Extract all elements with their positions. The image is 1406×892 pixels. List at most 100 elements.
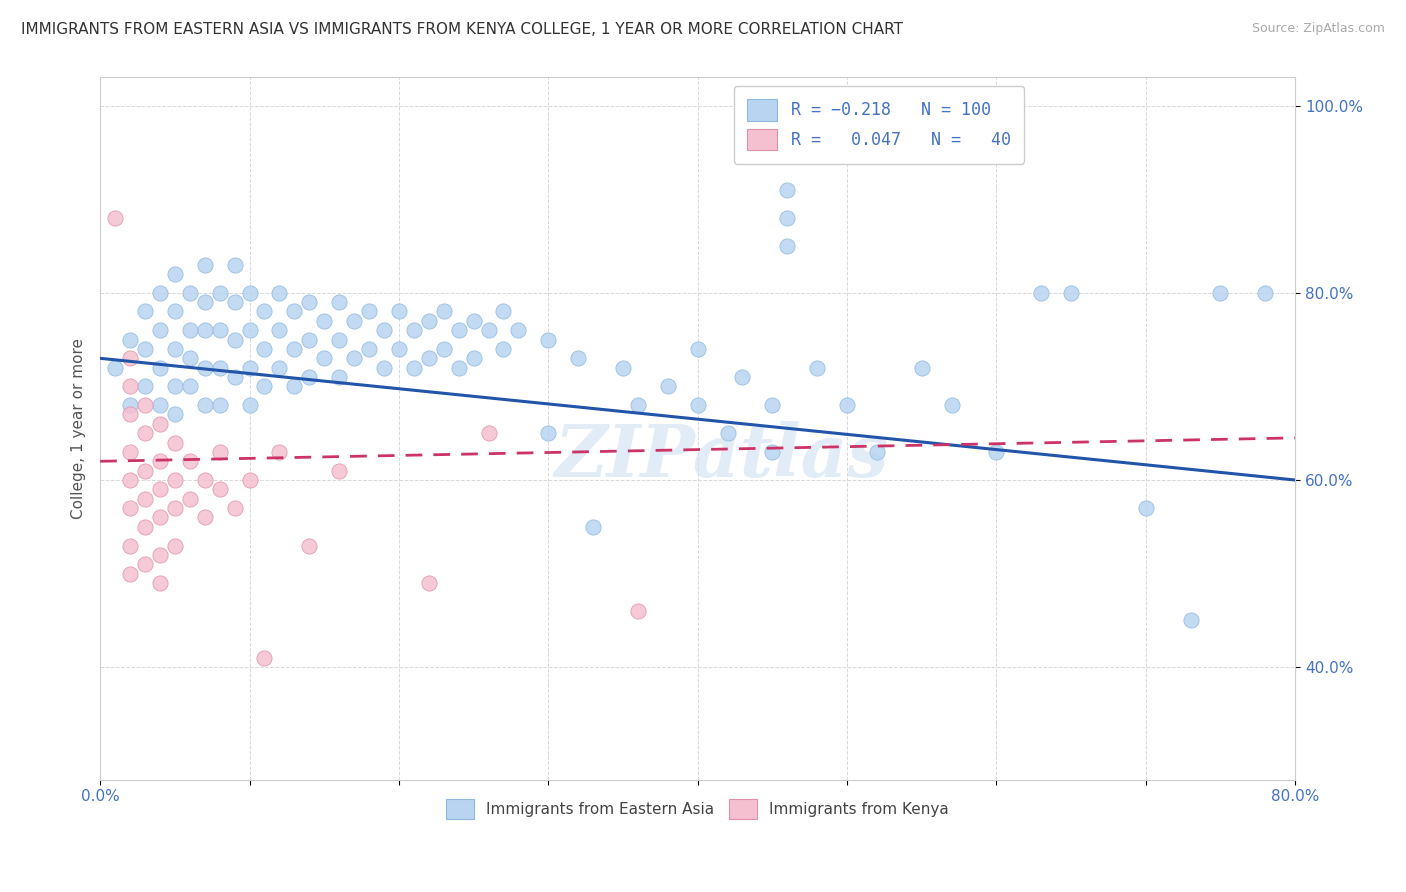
- Point: [134, 558, 156, 572]
- Y-axis label: College, 1 year or more: College, 1 year or more: [72, 338, 86, 519]
- Point: [179, 491, 201, 506]
- Point: [1060, 285, 1083, 300]
- Point: [118, 333, 141, 347]
- Point: [776, 211, 799, 225]
- Point: [238, 360, 260, 375]
- Point: [776, 183, 799, 197]
- Point: [208, 360, 231, 375]
- Legend: Immigrants from Eastern Asia, Immigrants from Kenya: Immigrants from Eastern Asia, Immigrants…: [440, 793, 955, 824]
- Point: [357, 304, 380, 318]
- Point: [224, 333, 246, 347]
- Point: [463, 314, 485, 328]
- Point: [582, 520, 605, 534]
- Point: [224, 258, 246, 272]
- Point: [477, 323, 499, 337]
- Point: [163, 473, 186, 487]
- Point: [194, 258, 217, 272]
- Point: [492, 304, 515, 318]
- Point: [194, 473, 217, 487]
- Point: [941, 398, 963, 412]
- Point: [492, 342, 515, 356]
- Point: [134, 520, 156, 534]
- Point: [314, 351, 336, 366]
- Point: [238, 323, 260, 337]
- Point: [194, 323, 217, 337]
- Point: [118, 445, 141, 459]
- Point: [118, 473, 141, 487]
- Point: [118, 379, 141, 393]
- Point: [118, 566, 141, 581]
- Point: [1135, 501, 1157, 516]
- Point: [194, 360, 217, 375]
- Point: [283, 342, 305, 356]
- Point: [269, 323, 291, 337]
- Point: [269, 285, 291, 300]
- Point: [269, 360, 291, 375]
- Text: IMMIGRANTS FROM EASTERN ASIA VS IMMIGRANTS FROM KENYA COLLEGE, 1 YEAR OR MORE CO: IMMIGRANTS FROM EASTERN ASIA VS IMMIGRAN…: [21, 22, 903, 37]
- Point: [463, 351, 485, 366]
- Point: [911, 360, 934, 375]
- Point: [373, 323, 395, 337]
- Point: [343, 351, 366, 366]
- Point: [149, 483, 172, 497]
- Point: [761, 398, 783, 412]
- Point: [612, 360, 634, 375]
- Point: [149, 417, 172, 431]
- Point: [149, 548, 172, 562]
- Point: [179, 323, 201, 337]
- Point: [283, 379, 305, 393]
- Point: [208, 323, 231, 337]
- Point: [418, 314, 440, 328]
- Point: [776, 239, 799, 253]
- Point: [194, 510, 217, 524]
- Point: [761, 445, 783, 459]
- Point: [149, 398, 172, 412]
- Point: [686, 398, 709, 412]
- Point: [477, 426, 499, 441]
- Point: [508, 323, 530, 337]
- Point: [238, 285, 260, 300]
- Point: [163, 379, 186, 393]
- Point: [402, 360, 425, 375]
- Point: [447, 323, 470, 337]
- Point: [118, 408, 141, 422]
- Point: [1254, 285, 1277, 300]
- Point: [418, 351, 440, 366]
- Point: [134, 491, 156, 506]
- Point: [134, 304, 156, 318]
- Point: [253, 379, 276, 393]
- Point: [179, 351, 201, 366]
- Point: [1180, 614, 1202, 628]
- Point: [208, 285, 231, 300]
- Point: [149, 454, 172, 468]
- Point: [433, 342, 456, 356]
- Point: [208, 483, 231, 497]
- Point: [118, 539, 141, 553]
- Point: [627, 398, 650, 412]
- Point: [866, 445, 889, 459]
- Point: [134, 342, 156, 356]
- Point: [328, 370, 350, 384]
- Point: [537, 426, 560, 441]
- Point: [253, 304, 276, 318]
- Point: [163, 408, 186, 422]
- Point: [806, 360, 828, 375]
- Point: [179, 454, 201, 468]
- Point: [283, 304, 305, 318]
- Point: [224, 295, 246, 310]
- Point: [686, 342, 709, 356]
- Point: [433, 304, 456, 318]
- Point: [163, 435, 186, 450]
- Point: [418, 576, 440, 591]
- Point: [1031, 285, 1053, 300]
- Point: [118, 501, 141, 516]
- Point: [388, 342, 411, 356]
- Point: [238, 473, 260, 487]
- Point: [298, 370, 321, 384]
- Point: [104, 211, 127, 225]
- Point: [357, 342, 380, 356]
- Point: [104, 360, 127, 375]
- Text: Source: ZipAtlas.com: Source: ZipAtlas.com: [1251, 22, 1385, 36]
- Point: [269, 445, 291, 459]
- Point: [134, 464, 156, 478]
